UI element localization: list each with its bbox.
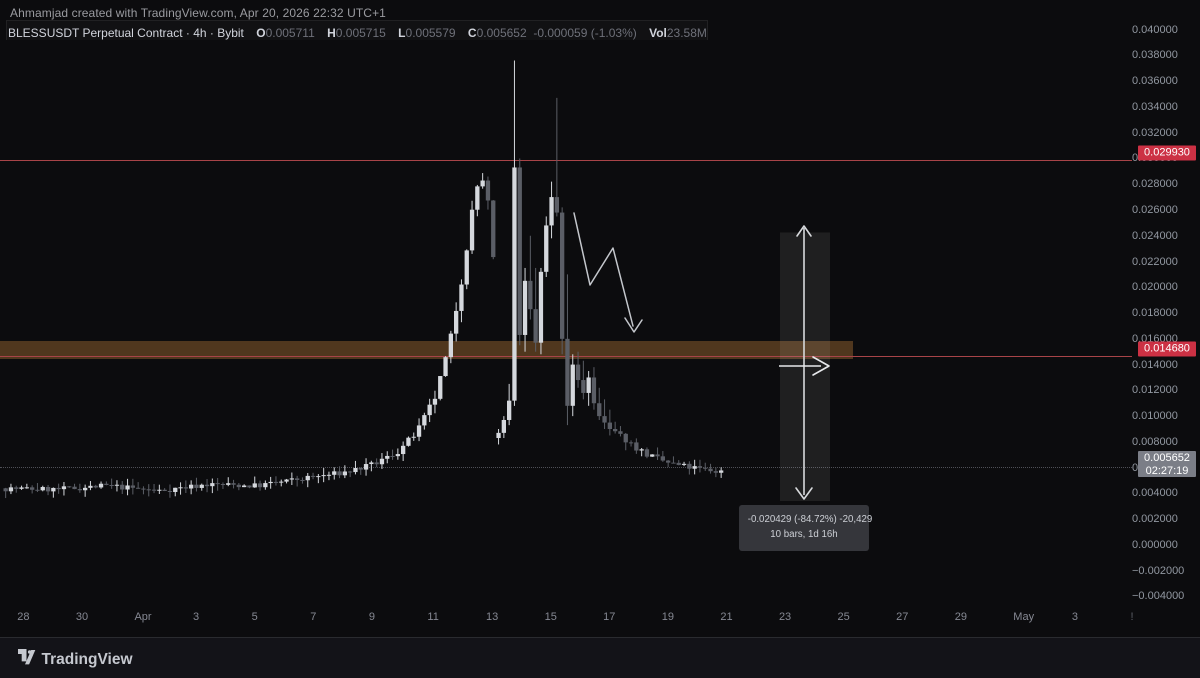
svg-text:TradingView: TradingView <box>42 651 134 668</box>
